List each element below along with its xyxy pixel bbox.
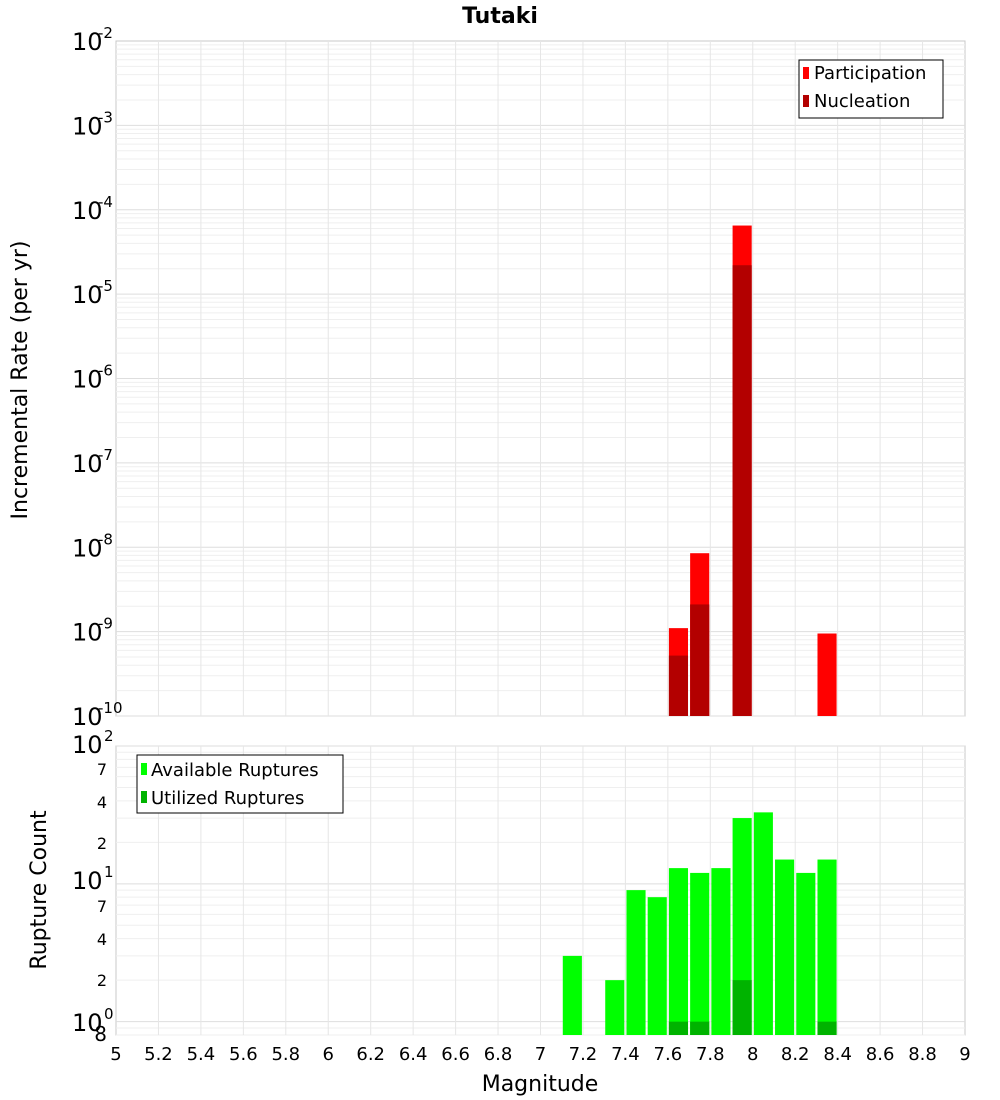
x-tick-label: 5 xyxy=(110,1044,121,1065)
y-minor-tick-label: 4 xyxy=(97,930,107,949)
nucleation-bar xyxy=(732,265,752,716)
available-ruptures-bar xyxy=(775,859,795,1035)
x-tick-label: 6.2 xyxy=(356,1044,385,1065)
y-tick-label: 10 xyxy=(72,366,103,394)
y-tick-exponent: -7 xyxy=(98,446,113,464)
available-ruptures-bar xyxy=(605,980,625,1035)
nucleation-legend-swatch xyxy=(803,95,809,107)
participation-legend-swatch xyxy=(803,67,809,79)
x-tick-label: 8.6 xyxy=(866,1044,895,1065)
x-tick-label: 8.8 xyxy=(908,1044,937,1065)
nucleation-bar xyxy=(668,655,689,716)
y-minor-tick-label: 8 xyxy=(94,1022,107,1046)
y-tick-exponent: 2 xyxy=(104,727,114,745)
x-tick-label: 5.8 xyxy=(271,1044,300,1065)
rate-gridlines xyxy=(116,41,965,717)
y-tick-exponent: -4 xyxy=(98,193,113,211)
y-tick-label: 10 xyxy=(72,619,103,647)
x-tick-label: 5.4 xyxy=(187,1044,216,1065)
x-tick-label: 8 xyxy=(747,1044,758,1065)
available-ruptures-bar xyxy=(668,868,689,1035)
available-ruptures-bar xyxy=(647,897,667,1035)
x-tick-label: 8.4 xyxy=(823,1044,852,1065)
x-tick-label: 7 xyxy=(535,1044,546,1065)
nucleation-bar xyxy=(690,604,710,716)
utilized-ruptures-bar xyxy=(732,980,752,1035)
y-minor-tick-label: 2 xyxy=(97,971,107,990)
x-tick-label: 6.8 xyxy=(484,1044,513,1065)
y-tick-exponent: -2 xyxy=(98,24,113,42)
y-tick-exponent: -6 xyxy=(98,362,113,380)
rate-bars xyxy=(668,225,837,716)
rate-legend: Participation Nucleation xyxy=(798,59,944,119)
utilized-ruptures-bar xyxy=(690,1021,710,1035)
nucleation-legend-label: Nucleation xyxy=(814,91,910,112)
y-tick-label: 10 xyxy=(72,1009,103,1037)
y-tick-label: 10 xyxy=(72,281,103,309)
x-tick-label: 5.6 xyxy=(229,1044,258,1065)
utilized-ruptures-bar xyxy=(668,1021,689,1035)
y-tick-exponent: 1 xyxy=(104,863,114,881)
x-tick-label: 6.6 xyxy=(441,1044,470,1065)
y-tick-label: 10 xyxy=(72,703,103,731)
rate-legend-box xyxy=(798,59,944,119)
available-ruptures-bar xyxy=(626,890,646,1035)
participation-legend-label: Participation xyxy=(814,63,926,84)
count-legend-box xyxy=(136,754,344,814)
y-tick-label: 10 xyxy=(72,534,103,562)
x-tick-label: 6.4 xyxy=(399,1044,428,1065)
x-tick-label: 7.2 xyxy=(569,1044,598,1065)
x-tick-label: 7.4 xyxy=(611,1044,640,1065)
count-legend: Available Ruptures Utilized Ruptures xyxy=(136,754,344,814)
x-axis-label: Magnitude xyxy=(482,1072,599,1097)
y-tick-exponent: -5 xyxy=(98,277,113,295)
y-minor-tick-label: 7 xyxy=(97,760,107,779)
available-ruptures-bar xyxy=(690,872,710,1035)
x-tick-label: 7.8 xyxy=(696,1044,725,1065)
chart-title: Tutaki xyxy=(462,4,538,29)
rate-y-axis-label: Incremental Rate (per yr) xyxy=(8,241,33,520)
utilized-legend-swatch xyxy=(141,791,147,803)
y-minor-tick-label: 4 xyxy=(97,793,107,812)
count-bars xyxy=(562,812,837,1035)
available-ruptures-bar xyxy=(711,868,731,1035)
y-tick-exponent: -9 xyxy=(98,615,113,633)
y-tick-exponent: -10 xyxy=(98,699,123,717)
available-ruptures-bar xyxy=(562,955,582,1035)
y-tick-label: 10 xyxy=(72,867,103,895)
utilized-ruptures-bar xyxy=(817,1021,837,1035)
x-tick-label: 9 xyxy=(959,1044,970,1065)
available-legend-swatch xyxy=(141,763,147,775)
y-tick-exponent: 0 xyxy=(104,1005,114,1023)
x-tick-label: 8.2 xyxy=(781,1044,810,1065)
y-minor-tick-label: 2 xyxy=(97,834,107,853)
y-tick-label: 10 xyxy=(72,197,103,225)
x-tick-labels: 5 5.2 5.4 5.6 5.8 6 6.2 6.4 6.6 6.8 7 7.2 7.4 7.6 7.8 8… xyxy=(110,1044,970,1065)
available-ruptures-bar xyxy=(796,872,816,1035)
available-ruptures-bar xyxy=(817,859,837,1035)
available-legend-label: Available Ruptures xyxy=(151,760,319,781)
y-tick-label: 10 xyxy=(72,28,103,56)
count-y-axis-label: Rupture Count xyxy=(27,810,52,970)
available-ruptures-bar xyxy=(753,812,773,1035)
x-tick-label: 6 xyxy=(323,1044,334,1065)
y-tick-label: 10 xyxy=(72,731,103,759)
y-tick-label: 10 xyxy=(72,112,103,140)
y-tick-exponent: -8 xyxy=(98,530,113,548)
x-tick-label: 5.2 xyxy=(144,1044,173,1065)
y-minor-tick-label: 7 xyxy=(97,897,107,916)
participation-bar xyxy=(817,633,837,716)
x-tick-label: 7.6 xyxy=(654,1044,683,1065)
utilized-legend-label: Utilized Ruptures xyxy=(151,788,304,809)
y-tick-exponent: -3 xyxy=(98,108,113,126)
y-tick-label: 10 xyxy=(72,450,103,478)
